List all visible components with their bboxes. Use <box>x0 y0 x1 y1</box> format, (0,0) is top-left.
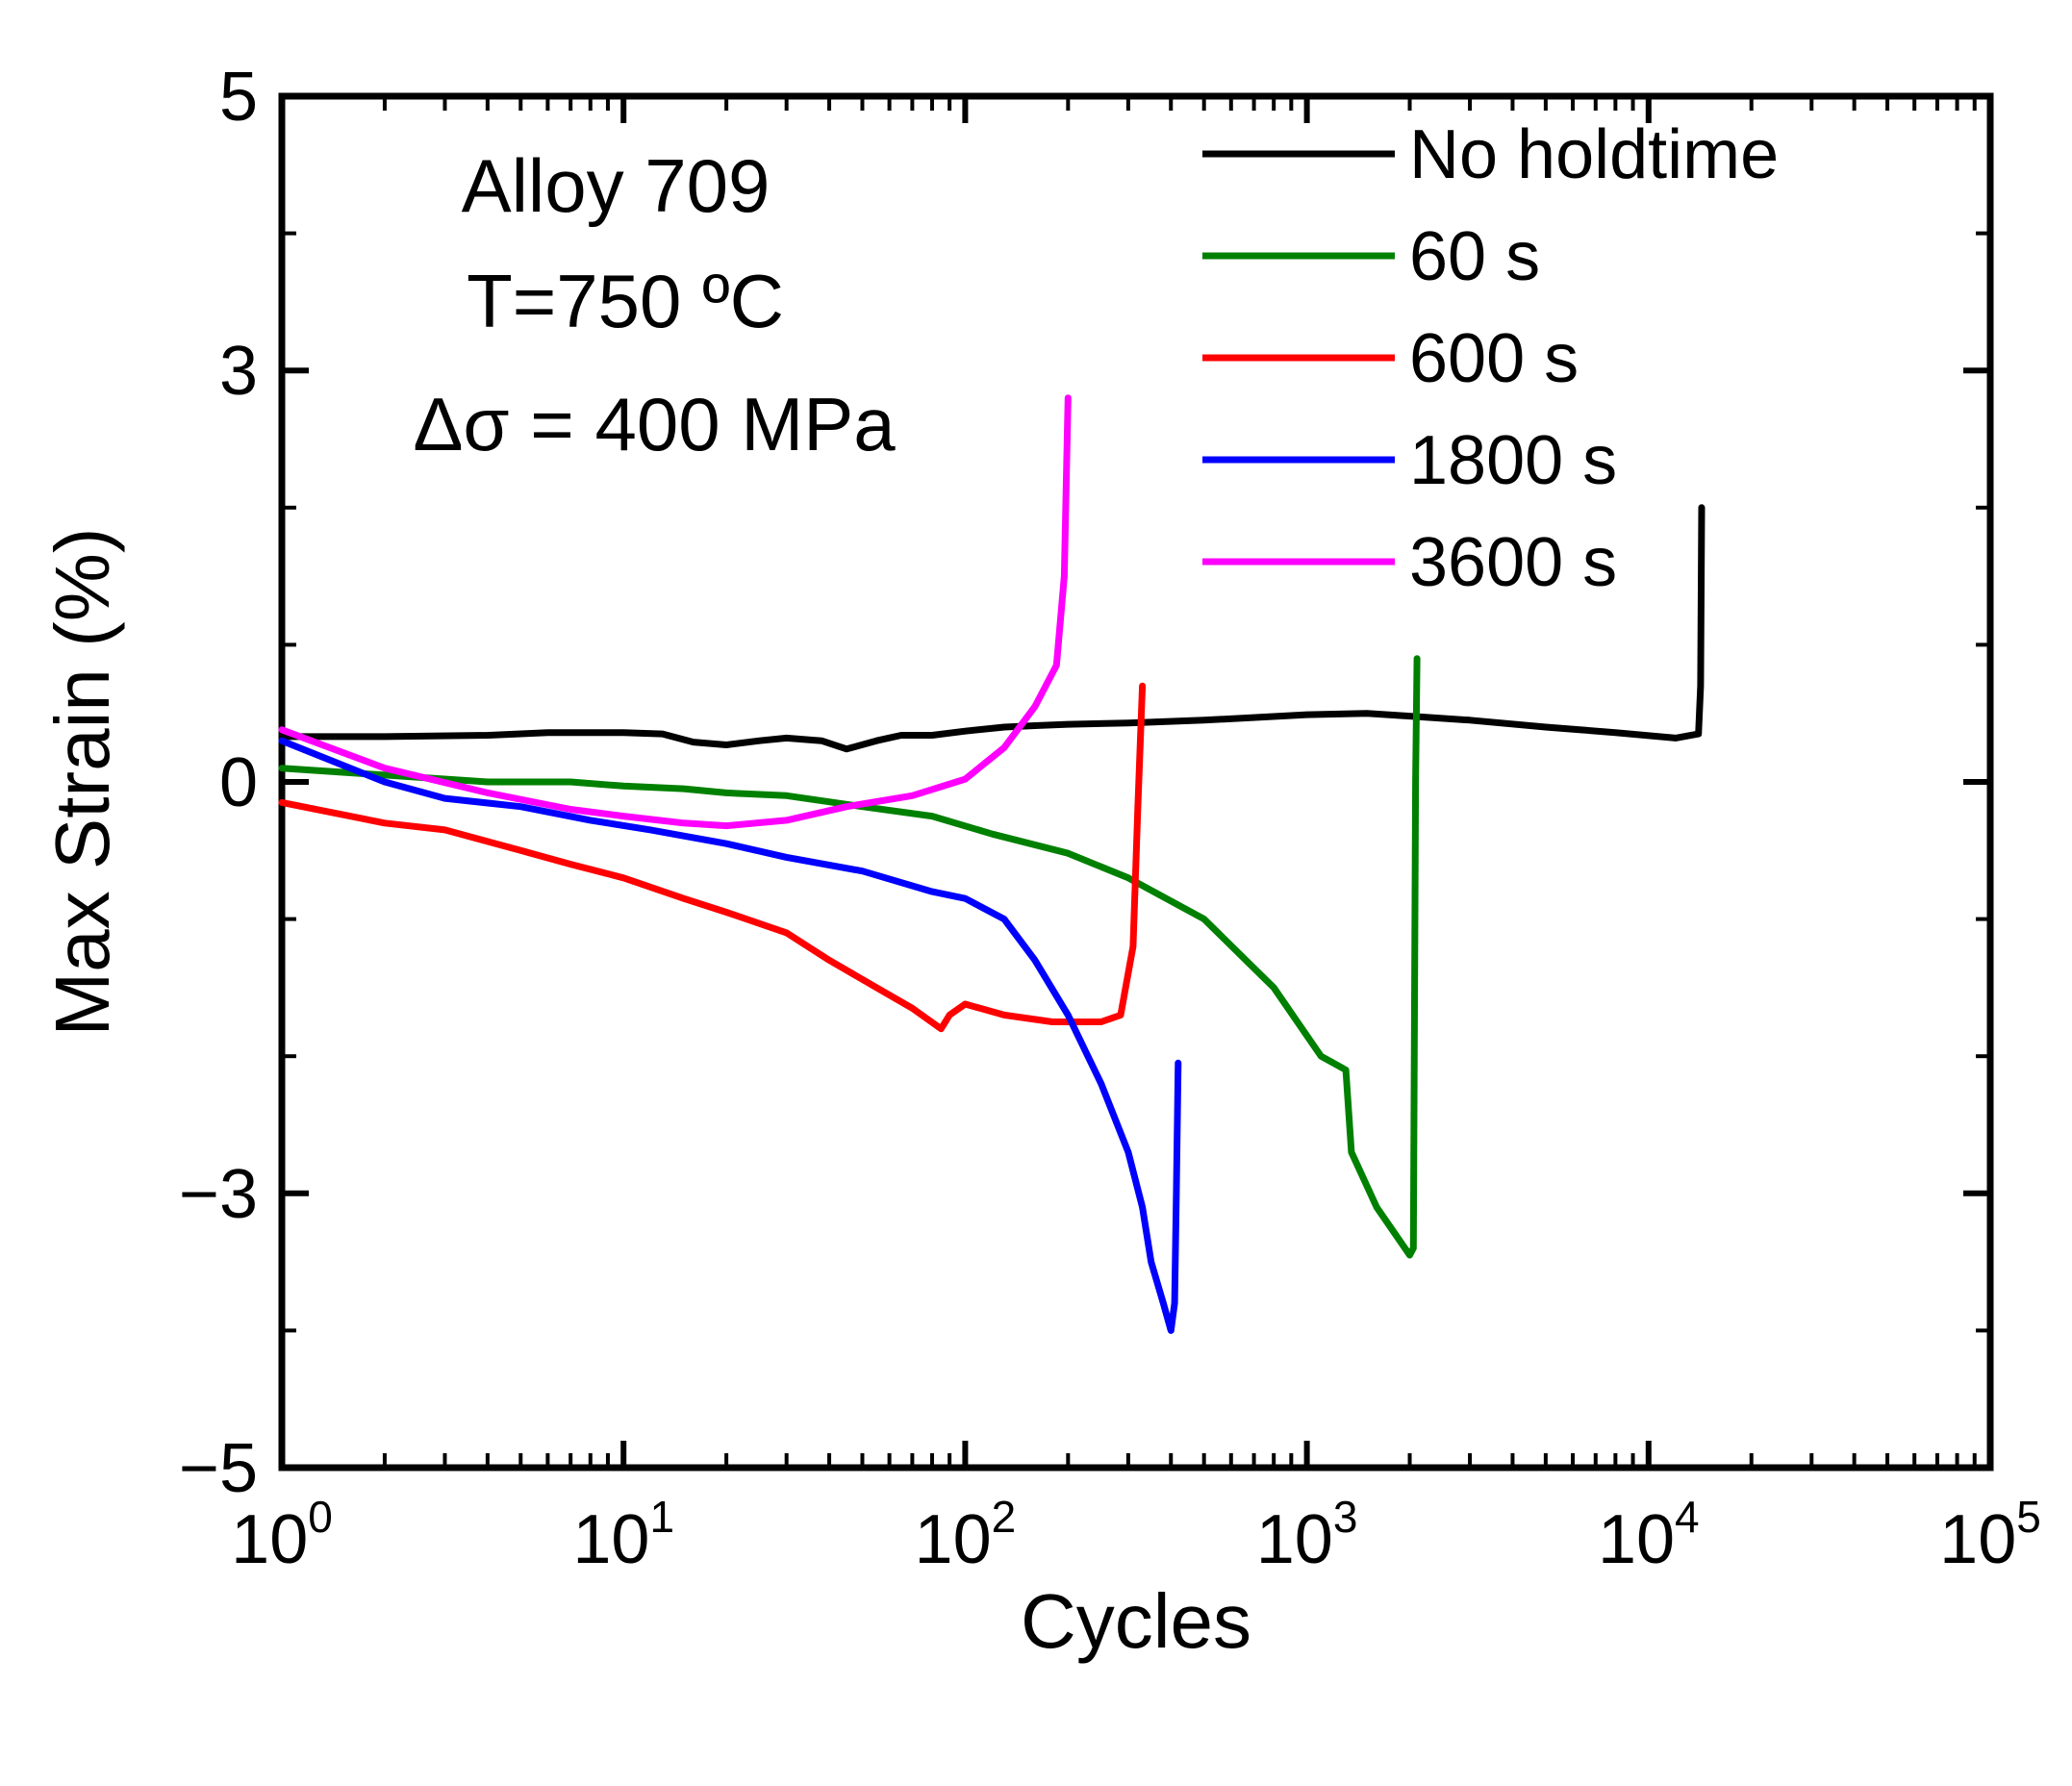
annotation-alloy: Alloy 709 <box>462 143 771 228</box>
x-tick-label: 105 <box>1939 1492 2041 1578</box>
x-tick-exponent: 4 <box>1675 1492 1700 1542</box>
x-axis-label: Cycles <box>1021 1578 1251 1664</box>
x-tick-exponent: 0 <box>308 1492 333 1542</box>
legend-label: No holdtime <box>1409 116 1779 193</box>
legend-label: 600 s <box>1409 320 1579 397</box>
x-tick-base: 10 <box>1598 1501 1675 1578</box>
y-axis-label: Max Strain (%) <box>39 528 125 1037</box>
x-tick-exponent: 5 <box>2016 1492 2041 1542</box>
legend: No holdtime 60 s 600 s 1800 s 3600 s <box>1202 116 1779 601</box>
y-tick-label: −3 <box>179 1156 258 1233</box>
x-tick-exponent: 1 <box>649 1492 674 1542</box>
x-tick-label: 101 <box>572 1492 674 1578</box>
y-tick-label: 5 <box>219 59 258 136</box>
x-tick-base: 10 <box>915 1501 992 1578</box>
series-layer <box>278 394 1706 1334</box>
annotation-block: Alloy 709 T=750 ºC Δσ = 400 MPa <box>413 143 896 466</box>
y-tick-label: 3 <box>219 333 258 410</box>
legend-label: 1800 s <box>1409 422 1617 499</box>
series-line-3 <box>278 737 1182 1334</box>
y-tick-label: 0 <box>219 744 258 821</box>
series-line-1 <box>278 655 1421 1259</box>
x-tick-label: 103 <box>1256 1492 1358 1578</box>
x-tick-base: 10 <box>572 1501 649 1578</box>
x-tick-exponent: 3 <box>1333 1492 1358 1542</box>
x-tick-base: 10 <box>1256 1501 1333 1578</box>
x-tick-exponent: 2 <box>992 1492 1017 1542</box>
axis-ticks <box>279 93 1993 1471</box>
annotation-temperature: T=750 ºC <box>467 259 784 343</box>
series-line-0 <box>278 504 1706 753</box>
x-tick-base: 10 <box>231 1501 308 1578</box>
y-tick-label: −5 <box>179 1430 258 1507</box>
x-tick-label: 102 <box>915 1492 1017 1578</box>
series-line-2 <box>278 682 1147 1033</box>
x-tick-label: 100 <box>231 1492 333 1578</box>
series-line-4 <box>278 394 1072 830</box>
x-tick-label: 104 <box>1598 1492 1700 1578</box>
legend-label: 60 s <box>1409 218 1540 295</box>
x-tick-base: 10 <box>1939 1501 2016 1578</box>
annotation-stress: Δσ = 400 MPa <box>413 382 896 466</box>
legend-label: 3600 s <box>1409 524 1617 601</box>
